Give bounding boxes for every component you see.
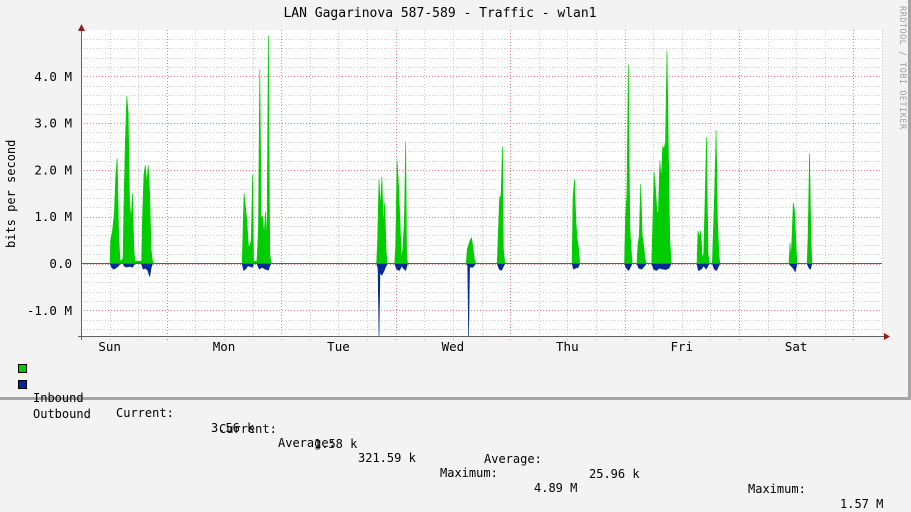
rrdtool-watermark: RRDTOOL / TOBI OETIKER	[897, 6, 907, 130]
chart-title: LAN Gagarinova 587-589 - Traffic - wlan1	[283, 6, 597, 21]
outbound-average-value: 25.96 k	[589, 467, 640, 481]
legend-outbound: Outbound Current: 1.58 k Average: 25.96 …	[18, 377, 883, 511]
inbound-maximum-value: 4.89 M	[534, 481, 578, 495]
inbound-label: Inbound	[33, 391, 84, 405]
graph-frame	[0, 0, 911, 400]
inbound-color-swatch	[18, 364, 27, 373]
outbound-average-label: Average:	[484, 452, 542, 466]
x-axis-arrow-icon	[884, 333, 890, 340]
y-tick-label: 3.0 M	[34, 116, 72, 131]
inbound-average-value: 321.59 k	[358, 451, 416, 465]
outbound-maximum-label: Maximum:	[748, 482, 806, 496]
traffic-chart: 4.0 M 3.0 M 2.0 M 1.0 M 0.0 -1.0 M Sun Mon Tue W…	[27, 24, 890, 354]
outbound-maximum-value: 1.57 M	[840, 497, 884, 511]
y-tick-label: 4.0 M	[34, 69, 72, 84]
outbound-label: Outbound	[33, 407, 91, 421]
x-tick-label: Thu	[556, 339, 579, 354]
major-grid	[81, 30, 882, 340]
minor-grid	[81, 30, 883, 340]
x-tick-label: Wed	[442, 339, 465, 354]
x-tick-label: Sun	[98, 339, 121, 354]
x-tick-label: Sat	[785, 339, 808, 354]
outbound-current-value: 1.58 k	[314, 437, 358, 451]
y-tick-label: 0.0	[49, 256, 72, 271]
inbound-current-label: Current:	[116, 406, 174, 420]
x-tick-label: Fri	[670, 339, 693, 354]
inbound-maximum-label: Maximum:	[440, 466, 498, 480]
legend-inbound: Inbound Current: 3.56 k Average: 321.59 …	[18, 361, 577, 495]
y-tick-label: 2.0 M	[34, 162, 72, 177]
y-axis-arrow-icon	[78, 24, 85, 31]
outbound-color-swatch	[18, 380, 27, 389]
x-tick-label: Mon	[213, 339, 236, 354]
plot-area	[81, 30, 882, 337]
x-tick-label: Tue	[327, 339, 350, 354]
outbound-current-label: Current:	[219, 422, 277, 436]
y-tick-label: -1.0 M	[27, 303, 72, 318]
inbound-area	[81, 35, 882, 264]
x-axis-ticks: Sun Mon Tue Wed Thu Fri Sat	[98, 339, 807, 354]
y-tick-label: 1.0 M	[34, 209, 72, 224]
y-axis-ticks: 4.0 M 3.0 M 2.0 M 1.0 M 0.0 -1.0 M	[27, 69, 72, 318]
